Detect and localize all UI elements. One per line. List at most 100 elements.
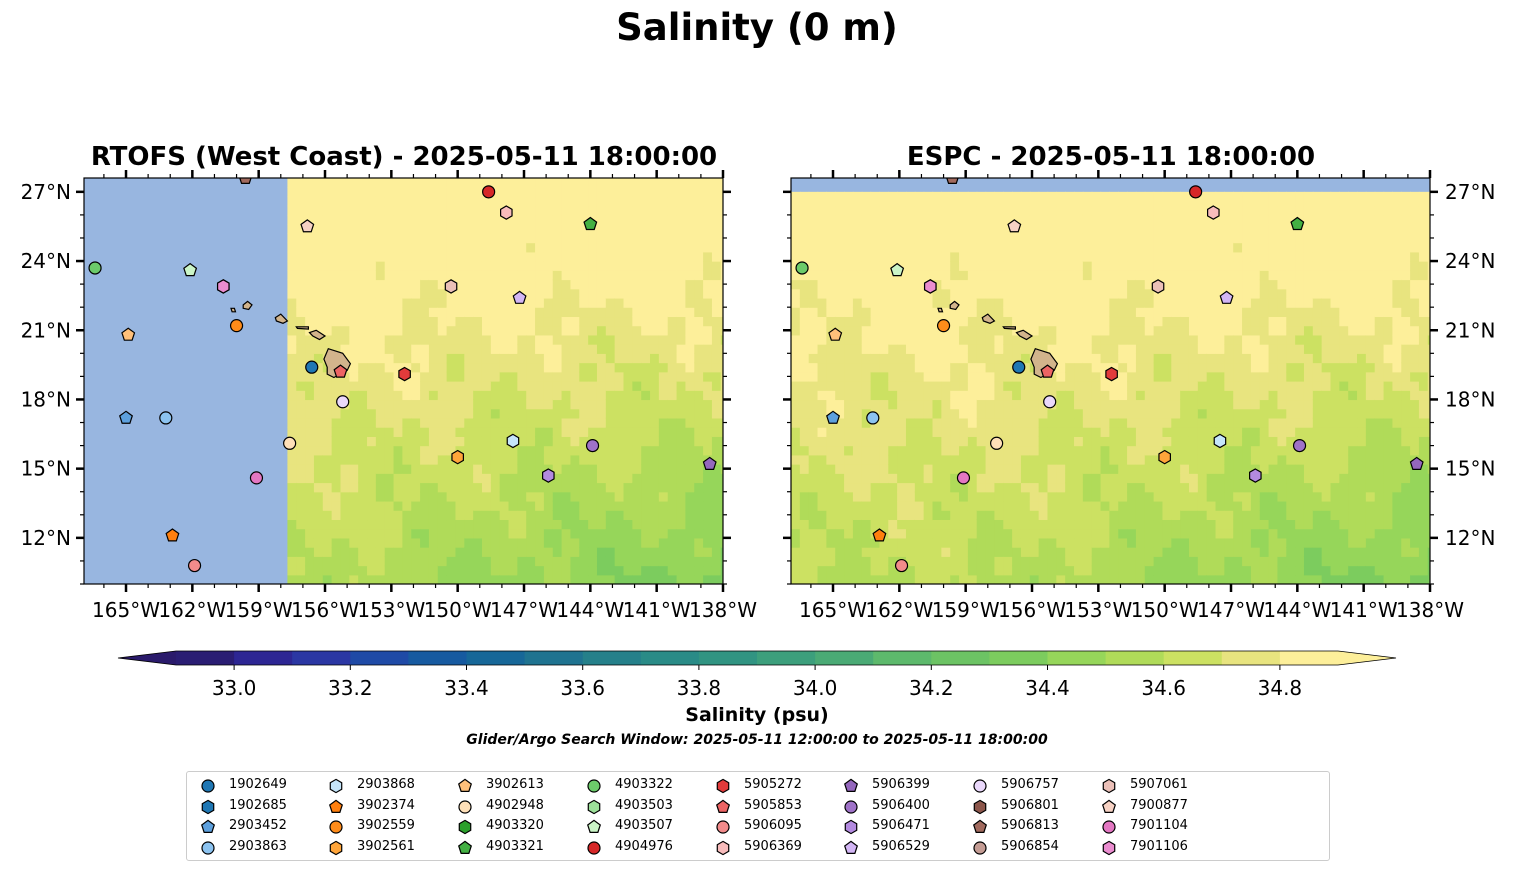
salinity-cell (1259, 445, 1270, 456)
salinity-cell (1100, 454, 1110, 465)
salinity-cell (676, 547, 687, 557)
salinity-cell (985, 436, 996, 447)
salinity-cell (826, 191, 836, 198)
salinity-cell (799, 205, 810, 216)
salinity-cell (897, 371, 907, 382)
salinity-cell (703, 344, 713, 354)
salinity-cell (861, 399, 872, 410)
salinity-cell (826, 436, 836, 447)
salinity-cell (1082, 491, 1093, 502)
salinity-cell (694, 325, 704, 336)
salinity-cell (1144, 270, 1155, 281)
salinity-cell (967, 482, 978, 493)
salinity-cell (1286, 316, 1296, 327)
salinity-cell (411, 519, 421, 530)
salinity-cell (1312, 233, 1323, 244)
salinity-cell (720, 362, 723, 373)
salinity-cell (1180, 205, 1190, 216)
salinity-cell (994, 445, 1004, 456)
salinity-cell (596, 565, 607, 576)
salinity-cell (446, 205, 457, 216)
salinity-cell (340, 270, 350, 281)
salinity-cell (588, 362, 598, 373)
salinity-cell (1233, 445, 1243, 456)
salinity-cell (561, 537, 572, 548)
salinity-cell (1100, 362, 1110, 373)
salinity-cell (552, 556, 563, 567)
salinity-cell (1268, 224, 1279, 234)
salinity-cell (941, 288, 951, 299)
salinity-cell (1047, 381, 1057, 391)
salinity-cell (1127, 325, 1137, 336)
salinity-cell (1268, 334, 1279, 345)
salinity-cell (561, 399, 572, 410)
salinity-cell (1091, 316, 1102, 327)
salinity-cell (358, 408, 368, 419)
salinity-cell (1135, 510, 1146, 521)
salinity-cell (888, 417, 898, 428)
salinity-cell (367, 519, 377, 530)
salinity-cell (535, 344, 545, 354)
salinity-cell (1135, 224, 1146, 234)
salinity-cell (411, 279, 421, 290)
salinity-cell (914, 233, 925, 244)
salinity-cell (985, 547, 996, 557)
salinity-cell (1180, 371, 1190, 382)
salinity-cell (402, 454, 412, 465)
salinity-cell (570, 178, 580, 179)
salinity-cell (1171, 325, 1181, 336)
salinity-cell (543, 224, 554, 234)
salinity-cell (1224, 427, 1234, 437)
salinity-cell (720, 196, 723, 207)
salinity-cell (446, 178, 457, 179)
salinity-cell (375, 325, 386, 336)
float-marker-3902374 (165, 528, 180, 542)
salinity-cell (817, 279, 827, 290)
salinity-cell (331, 399, 342, 410)
salinity-cell (490, 473, 501, 484)
salinity-cell (1003, 381, 1013, 391)
salinity-cell (517, 224, 527, 234)
salinity-cell (808, 214, 819, 225)
salinity-cell (1144, 325, 1155, 336)
salinity-cell (517, 371, 527, 382)
salinity-cell (1286, 408, 1296, 419)
salinity-cell (1091, 270, 1102, 281)
salinity-cell (367, 270, 377, 281)
salinity-cell (596, 574, 607, 584)
salinity-cell (950, 381, 960, 391)
salinity-cell (1162, 371, 1172, 382)
salinity-cell (808, 500, 819, 511)
salinity-cell (1038, 408, 1049, 419)
salinity-cell (1127, 233, 1137, 244)
salinity-cell (1295, 191, 1305, 198)
salinity-cell (905, 353, 916, 364)
salinity-cell (844, 191, 854, 198)
salinity-cell (1171, 288, 1181, 299)
salinity-cell (623, 381, 633, 391)
salinity-cell (932, 371, 942, 382)
salinity-cell (570, 482, 580, 493)
salinity-cell (632, 491, 642, 502)
salinity-cell (1268, 528, 1279, 539)
salinity-cell (367, 528, 377, 539)
salinity-cell (1242, 510, 1252, 521)
salinity-cell (1118, 500, 1128, 511)
salinity-cell (808, 307, 819, 318)
salinity-cell (1038, 316, 1049, 327)
salinity-cell (1056, 547, 1066, 557)
salinity-cell (941, 482, 951, 493)
salinity-cell (1135, 205, 1146, 216)
salinity-cell (703, 353, 713, 364)
salinity-cell (428, 251, 439, 262)
salinity-cell (473, 427, 483, 437)
salinity-cell (685, 316, 695, 327)
salinity-cell (296, 381, 306, 391)
salinity-cell (879, 353, 889, 364)
salinity-cell (1100, 196, 1110, 207)
salinity-cell (1012, 556, 1022, 567)
salinity-cell (658, 454, 669, 465)
salinity-cell (852, 191, 863, 198)
salinity-cell (322, 417, 333, 428)
salinity-cell (1242, 500, 1252, 511)
